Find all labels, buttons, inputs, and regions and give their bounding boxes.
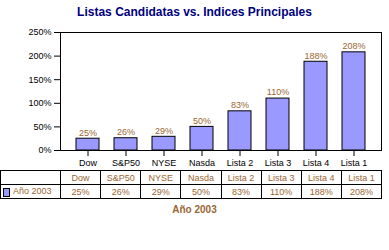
svg-text:0%: 0%	[38, 145, 51, 155]
svg-text:208%: 208%	[342, 41, 365, 51]
html-text:Lista 3: Lista 3	[267, 172, 295, 183]
html-text:208%: 208%	[349, 186, 373, 197]
svg-text:25%: 25%	[79, 128, 97, 138]
svg-text:29%: 29%	[155, 126, 173, 136]
svg-text:50%: 50%	[33, 122, 51, 132]
svg-text:Lista 1: Lista 1	[341, 158, 368, 168]
html-text:Listas Candidatas vs. Indices: Listas Candidatas vs. Indices Principale…	[77, 5, 312, 19]
svg-text:Lista 2: Lista 2	[227, 158, 254, 168]
svg-text:110%: 110%	[267, 87, 289, 97]
svg-text:NYSE: NYSE	[152, 158, 177, 168]
svg-text:188%: 188%	[304, 51, 327, 61]
html-text:Lista 4: Lista 4	[308, 172, 335, 183]
html-text:NYSE: NYSE	[148, 172, 174, 183]
svg-text:50%: 50%	[193, 116, 211, 126]
html-text:50%: 50%	[191, 186, 210, 197]
html-text:26%: 26%	[111, 186, 130, 197]
svg-text:200%: 200%	[28, 51, 51, 61]
html-text:Año 2003: Año 2003	[13, 186, 52, 197]
svg-text:Nasda: Nasda	[189, 158, 215, 168]
html-text:29%: 29%	[151, 186, 170, 197]
html-text:Año 2003: Año 2003	[172, 204, 217, 215]
html-text:Dow: Dow	[71, 172, 90, 183]
html-text:110%: 110%	[270, 186, 293, 197]
svg-text:Lista 3: Lista 3	[265, 158, 292, 168]
html-text:188%: 188%	[309, 186, 333, 197]
svg-text:250%: 250%	[28, 27, 51, 37]
svg-text:Lista 4: Lista 4	[303, 158, 330, 168]
svg-text:Dow: Dow	[79, 158, 98, 168]
svg-text:100%: 100%	[28, 98, 51, 108]
svg-text:26%: 26%	[117, 127, 135, 137]
svg-text:150%: 150%	[28, 75, 51, 85]
html-text:Nasda: Nasda	[187, 172, 214, 183]
html-text:25%: 25%	[71, 186, 90, 197]
html-text:S&P50: S&P50	[106, 172, 135, 183]
svg-text:S&P50: S&P50	[112, 158, 140, 168]
html-text:Lista 1: Lista 1	[348, 172, 375, 183]
svg-text:83%: 83%	[231, 100, 249, 110]
html-text:Lista 2: Lista 2	[227, 172, 255, 183]
html-text:83%: 83%	[232, 186, 251, 197]
